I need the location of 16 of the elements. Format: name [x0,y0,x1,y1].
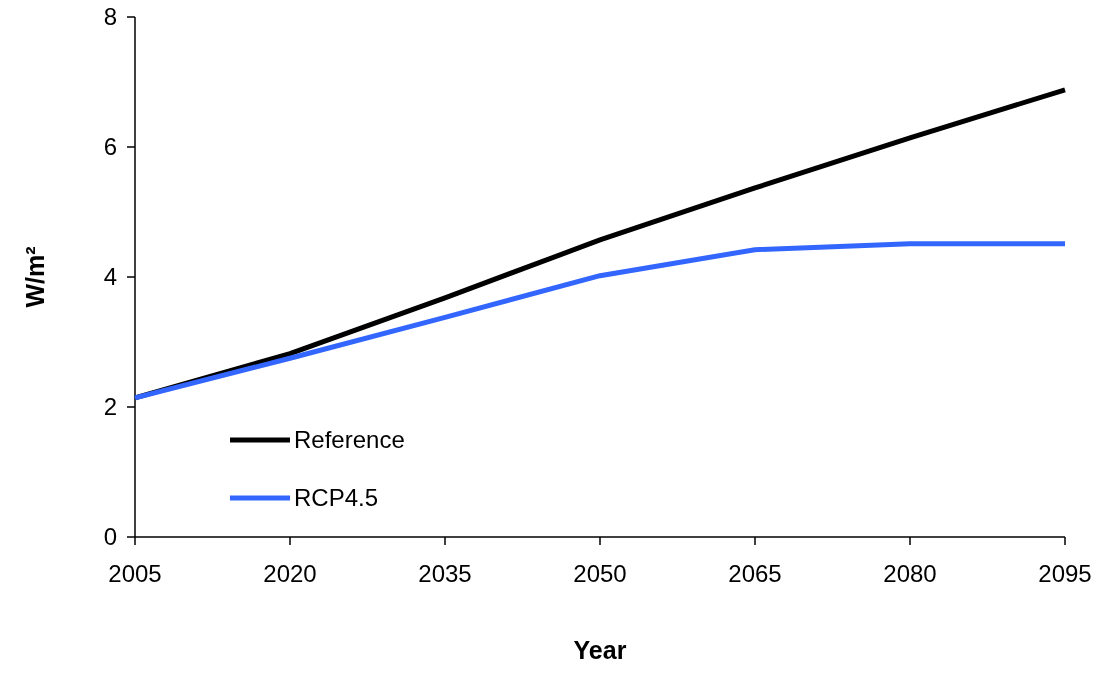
x-tick-label: 2065 [728,560,782,587]
x-axis-title: Year [573,636,627,664]
y-tick-label: 8 [103,3,117,31]
x-tick-label: 2095 [1038,560,1092,587]
legend-label: Reference [294,426,405,454]
x-tick-label: 2005 [108,560,162,587]
y-tick-label: 4 [103,263,117,291]
y-tick-label: 2 [103,393,117,421]
x-tick-label: 2050 [573,560,627,587]
legend-label: RCP4.5 [294,484,379,512]
y-axis-title: W/m² [21,246,49,308]
y-tick-label: 6 [103,133,117,161]
x-tick-label: 2020 [263,560,317,587]
x-tick-label: 2035 [418,560,472,587]
x-tick-label: 2080 [883,560,937,587]
y-tick-label: 0 [103,523,117,551]
